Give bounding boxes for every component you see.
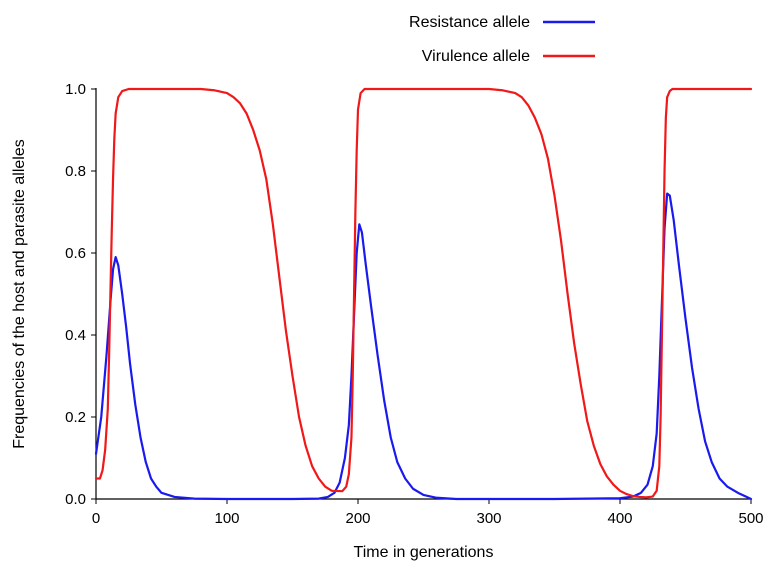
x-tick-label: 0 bbox=[92, 510, 100, 527]
y-tick-label: 0.6 bbox=[65, 245, 86, 262]
x-tick-label: 400 bbox=[607, 510, 632, 527]
y-tick-label: 0.2 bbox=[65, 409, 86, 426]
series-line-virulence bbox=[94, 87, 753, 499]
y-tick-label: 0.8 bbox=[65, 163, 86, 180]
x-tick-label: 100 bbox=[214, 510, 239, 527]
x-tick-label: 500 bbox=[738, 510, 763, 527]
x-tick-label: 300 bbox=[476, 510, 501, 527]
legend-label: Resistance allele bbox=[409, 14, 530, 31]
legend: Resistance allele Virulence allele bbox=[409, 14, 595, 65]
y-axis-label: Frequencies of the host and parasite all… bbox=[11, 139, 28, 449]
x-axis-label: Time in generations bbox=[354, 544, 494, 561]
y-tick-label: 0.0 bbox=[65, 491, 86, 508]
legend-label: Virulence allele bbox=[422, 48, 530, 65]
y-tick-label: 1.0 bbox=[65, 81, 86, 98]
x-tick-label: 200 bbox=[345, 510, 370, 527]
chart-axes: 0.0 0.2 0.4 0.6 0.8 1.0 0 100 200 300 400 500 bbox=[65, 81, 763, 527]
plot-area bbox=[94, 87, 753, 501]
y-tick-label: 0.4 bbox=[65, 327, 86, 344]
series-line-resistance bbox=[94, 192, 753, 501]
